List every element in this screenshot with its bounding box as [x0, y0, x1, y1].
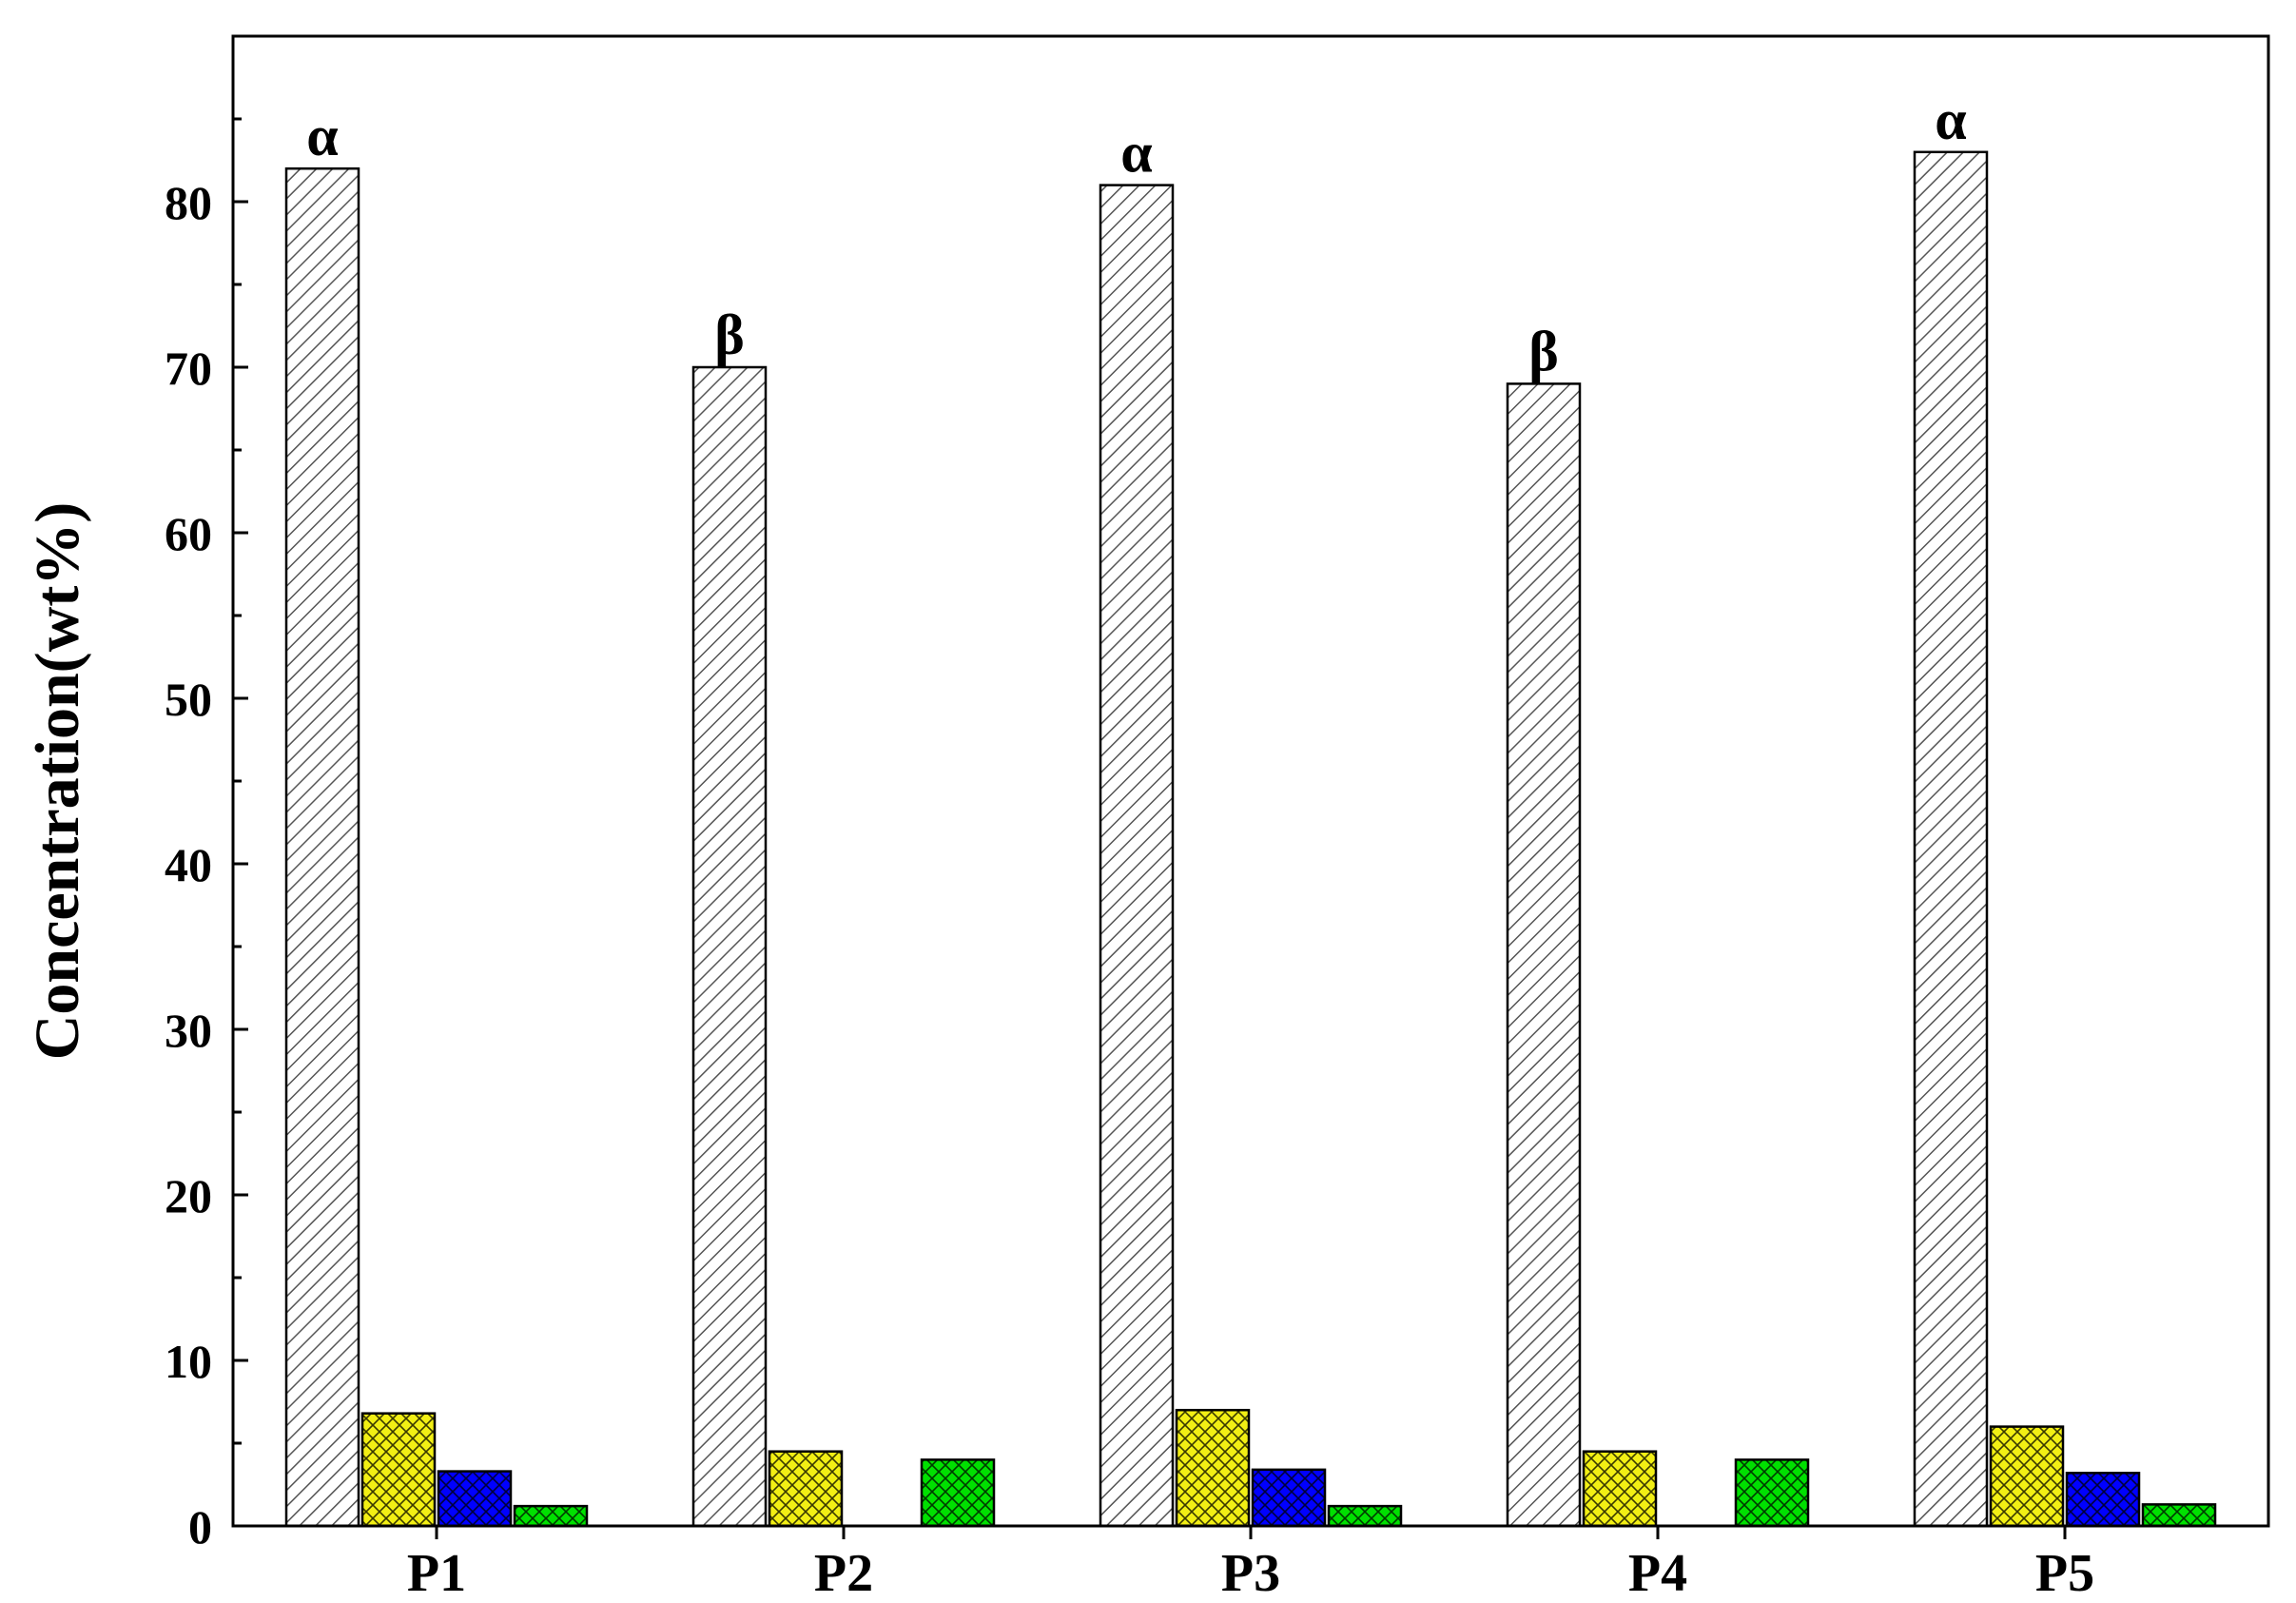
x-tick-label: P2 — [814, 1544, 873, 1598]
bar-p2-series-1 — [691, 365, 768, 1528]
y-tick-label: 60 — [165, 507, 212, 560]
y-tick-label: 40 — [165, 838, 212, 891]
y-tick-label: 10 — [165, 1335, 212, 1388]
bar-annotation: α — [306, 105, 339, 167]
x-tick-label: P3 — [1221, 1544, 1280, 1598]
bar-p4-series-1 — [1506, 382, 1582, 1528]
bar-p3-series-4 — [1327, 1504, 1403, 1528]
bar-p2-series-2 — [768, 1450, 844, 1528]
bar-p4-series-2 — [1582, 1450, 1658, 1528]
bar-p5-series-2 — [1989, 1425, 2065, 1528]
bar-p3-series-2 — [1175, 1408, 1251, 1528]
bar-p3-series-3 — [1251, 1468, 1327, 1528]
y-tick-label: 70 — [165, 342, 212, 395]
bar-p2-series-4 — [920, 1458, 996, 1528]
y-tick-label: 0 — [188, 1500, 212, 1554]
y-tick-label: 30 — [165, 1004, 212, 1057]
y-tick-label: 20 — [165, 1169, 212, 1222]
bar-p1-series-2 — [360, 1412, 437, 1528]
bar-p5-series-3 — [2065, 1472, 2141, 1528]
x-tick-label: P5 — [2035, 1544, 2094, 1598]
bar-p3-series-1 — [1099, 184, 1175, 1528]
bar-p1-series-3 — [437, 1470, 513, 1528]
bar-annotation: β — [714, 303, 745, 366]
x-tick-label: P1 — [407, 1544, 466, 1598]
y-tick-label: 80 — [165, 176, 212, 229]
y-axis-label: Concentration(wt%) — [23, 502, 92, 1061]
bar-annotation: α — [1120, 122, 1153, 185]
bar-annotation: α — [1935, 88, 1967, 151]
x-tick-label: P4 — [1628, 1544, 1687, 1598]
bar-p1-series-4 — [513, 1504, 589, 1528]
bar-annotation: β — [1528, 320, 1559, 382]
bar-p1-series-1 — [284, 166, 360, 1528]
y-tick-label: 50 — [165, 673, 212, 726]
bar-p4-series-4 — [1734, 1458, 1810, 1528]
bar-p5-series-1 — [1913, 150, 1989, 1528]
bar-p5-series-4 — [2141, 1503, 2217, 1528]
